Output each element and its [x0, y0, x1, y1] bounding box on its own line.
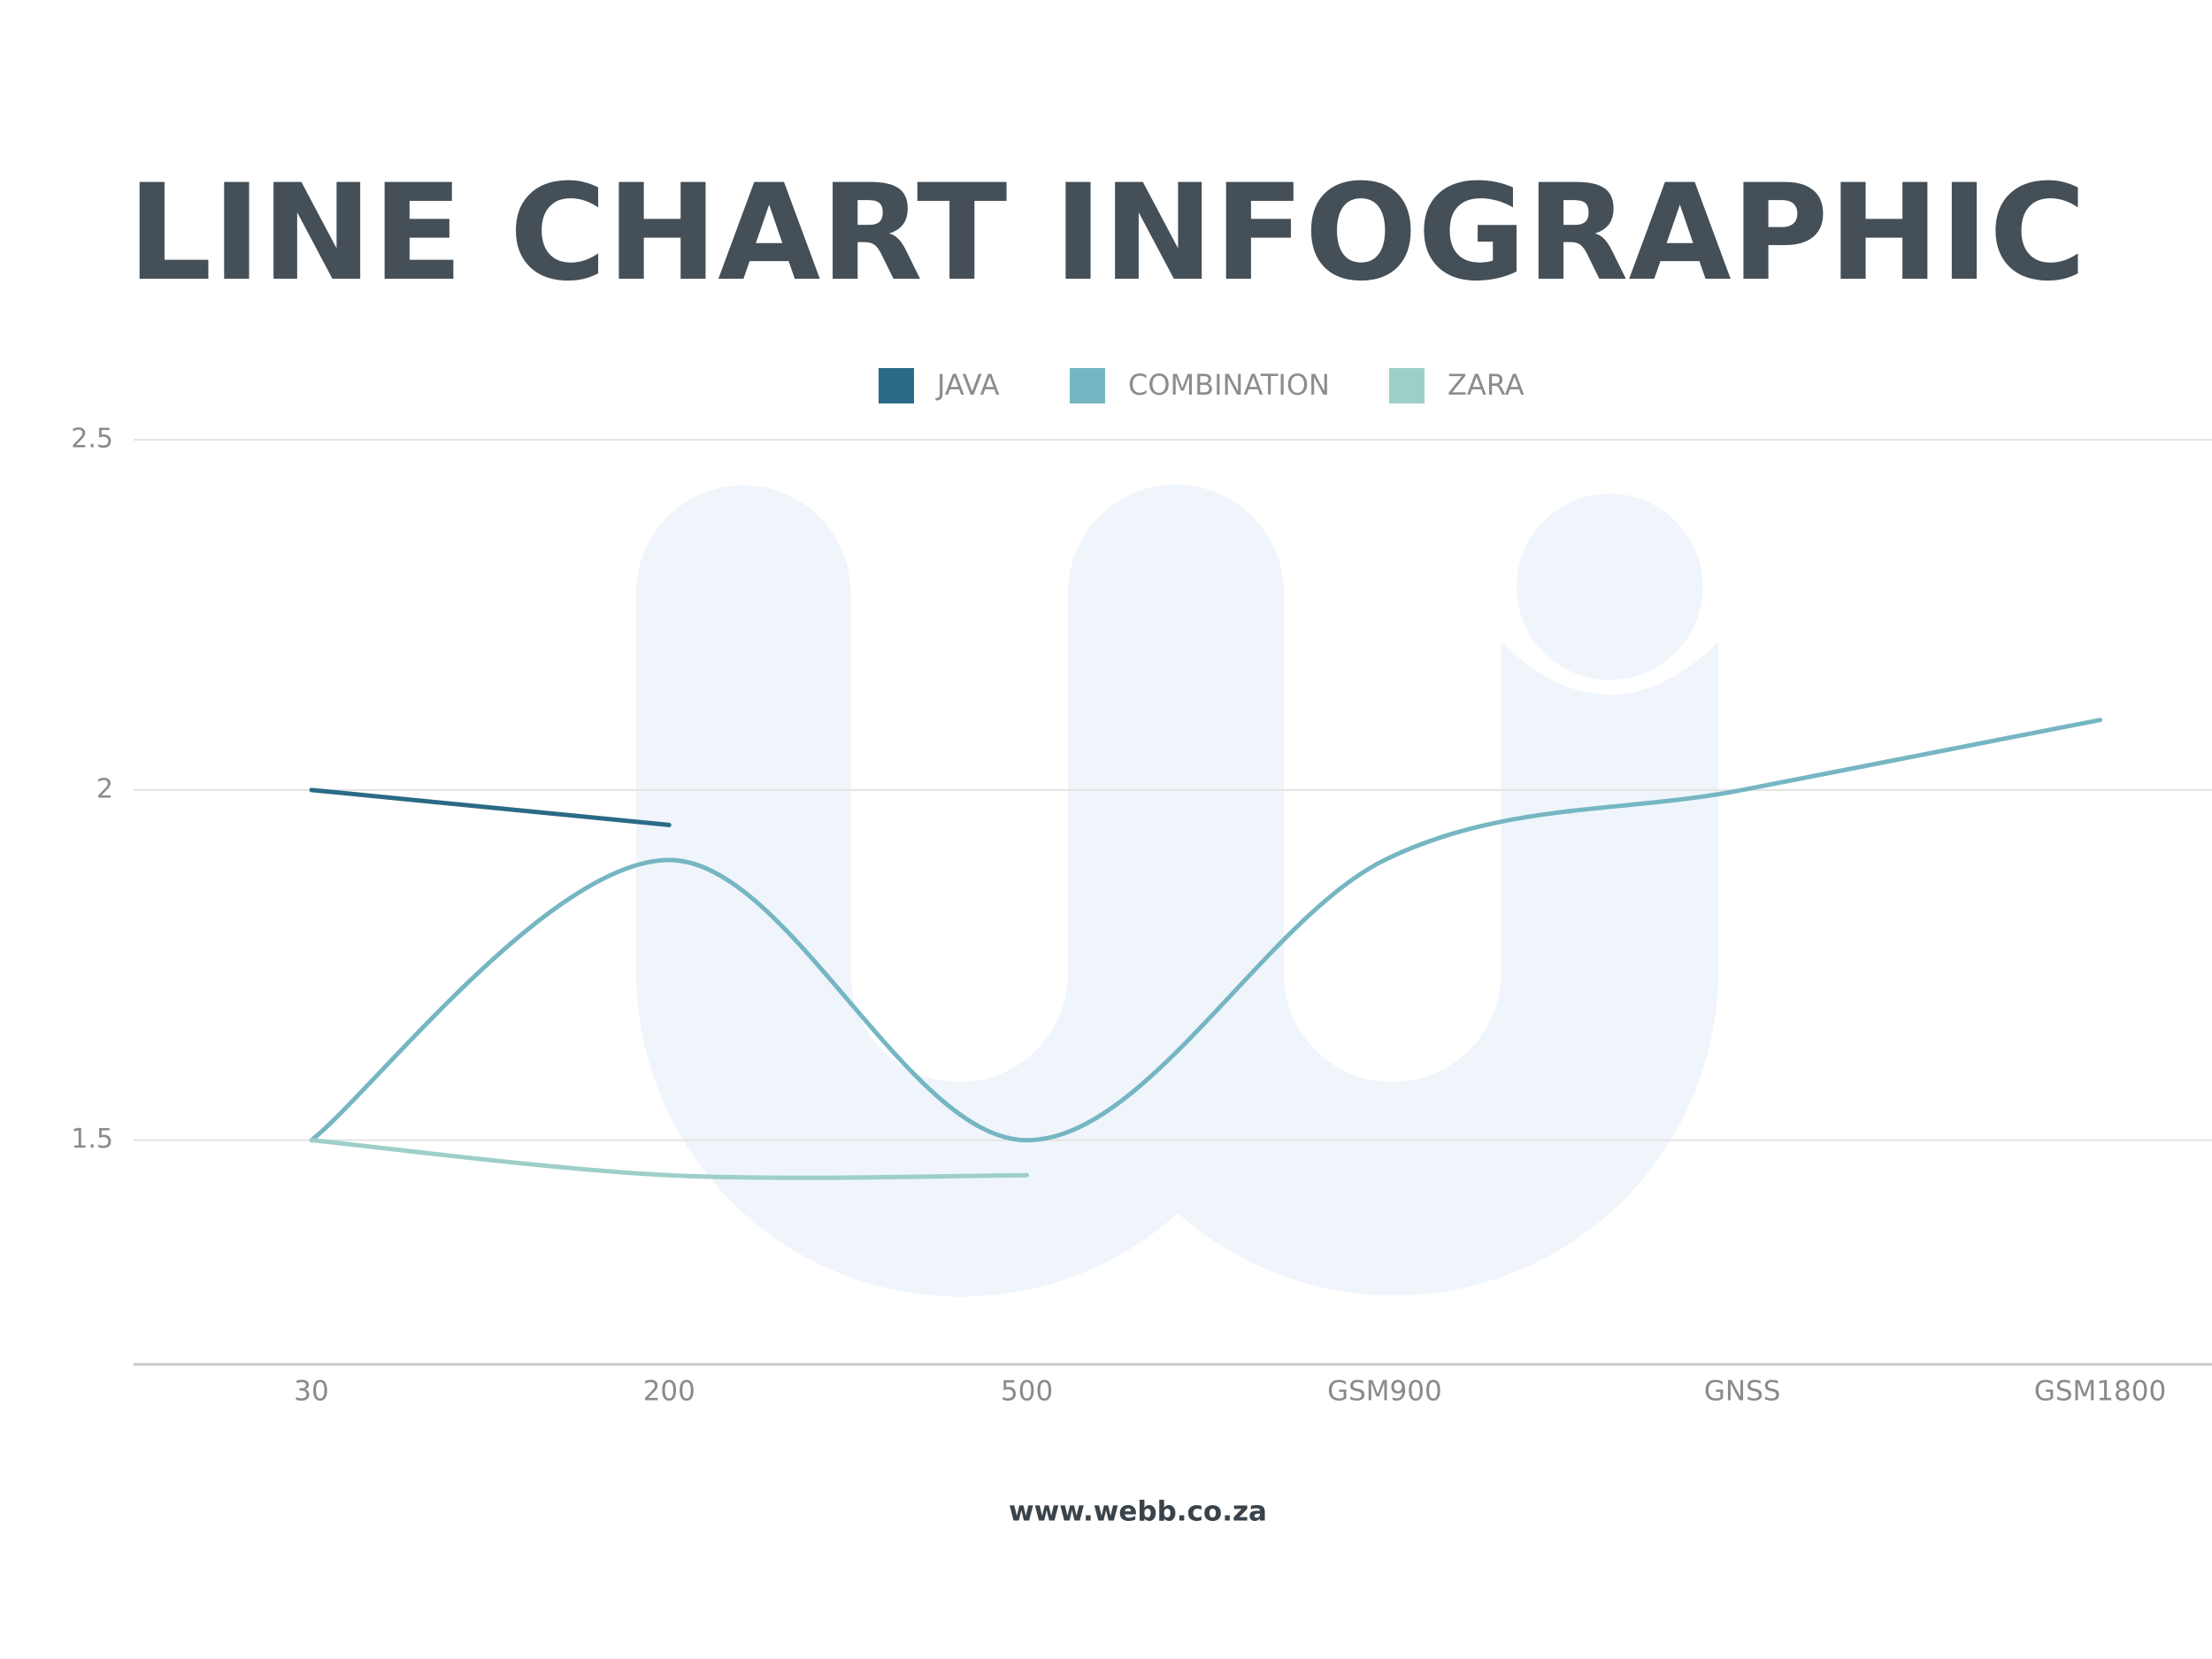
watermark-w [636, 484, 1718, 1297]
legend-label: COMBINATION [1128, 368, 1330, 402]
footer-url: www.webb.co.za [1009, 1496, 1267, 1528]
x-tick-label: GSM900 [1327, 1376, 1442, 1408]
legend-label: ZARA [1448, 368, 1525, 402]
series-line [309, 718, 2102, 1143]
y-tick-label: 1.5 [71, 1124, 113, 1155]
watermark-i-dot [1516, 494, 1703, 680]
watermark [636, 484, 1718, 1297]
plot-area: 1.5 2 2.5 30 200 500 GSM900 GNSS GSM1800 [71, 424, 2212, 1408]
legend-swatch [879, 368, 914, 403]
y-tick-label: 2 [96, 773, 113, 804]
legend-swatch [1389, 368, 1425, 403]
legend-swatch [1070, 368, 1105, 403]
legend: JAVA COMBINATION ZARA [879, 368, 1525, 403]
y-tick-label: 2.5 [71, 424, 113, 455]
x-tick-label: 200 [643, 1376, 695, 1408]
x-tick-label: 30 [294, 1376, 328, 1408]
legend-label: JAVA [935, 368, 1000, 402]
chart-title: LINE CHART INFOGRAPHIC [127, 157, 2086, 311]
x-tick-label: GNSS [1704, 1376, 1781, 1408]
x-tick-label: 500 [1001, 1376, 1053, 1408]
series-line [309, 787, 672, 827]
series-line [309, 1138, 1030, 1180]
x-tick-label: GSM1800 [2034, 1376, 2166, 1408]
